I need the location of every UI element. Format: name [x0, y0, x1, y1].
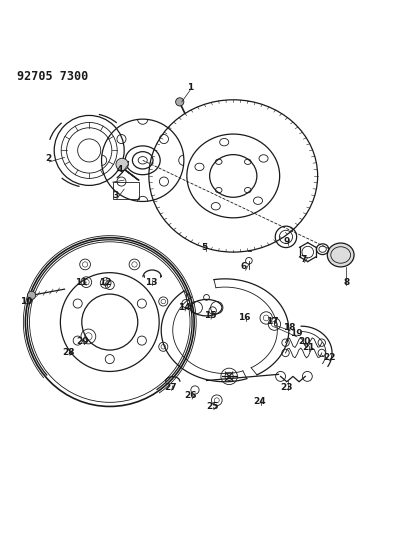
Ellipse shape	[328, 243, 354, 267]
Text: 5: 5	[201, 244, 208, 253]
Text: 20: 20	[298, 337, 310, 346]
Text: 6: 6	[240, 262, 247, 271]
Text: 7: 7	[300, 255, 306, 264]
Text: 29: 29	[77, 337, 89, 346]
Text: 2: 2	[45, 154, 51, 163]
Text: 14: 14	[178, 303, 190, 312]
Text: 9: 9	[284, 237, 290, 246]
Text: 15: 15	[204, 311, 216, 320]
Text: 26: 26	[185, 391, 197, 400]
Text: 25: 25	[206, 402, 219, 411]
Text: 21: 21	[302, 343, 315, 352]
Circle shape	[116, 158, 128, 171]
Text: 4: 4	[117, 165, 123, 174]
Text: 16: 16	[238, 313, 251, 322]
Text: 28: 28	[62, 348, 75, 357]
Text: 23: 23	[280, 383, 293, 392]
Text: 92705 7300: 92705 7300	[17, 70, 88, 83]
Text: 8: 8	[343, 278, 349, 287]
Text: 18: 18	[282, 323, 295, 332]
Text: 3: 3	[113, 191, 119, 200]
Text: 12: 12	[100, 278, 112, 287]
Text: 24: 24	[254, 397, 266, 406]
Bar	[113, 182, 140, 199]
Text: 19: 19	[290, 329, 303, 338]
Text: 27: 27	[164, 383, 177, 392]
Text: 17: 17	[266, 317, 279, 326]
Text: 1: 1	[187, 83, 193, 92]
Text: 13: 13	[145, 278, 157, 287]
Text: 11: 11	[75, 278, 87, 287]
Circle shape	[176, 98, 184, 106]
Text: 22: 22	[324, 353, 336, 362]
Circle shape	[27, 291, 36, 300]
Text: 10: 10	[20, 297, 33, 306]
